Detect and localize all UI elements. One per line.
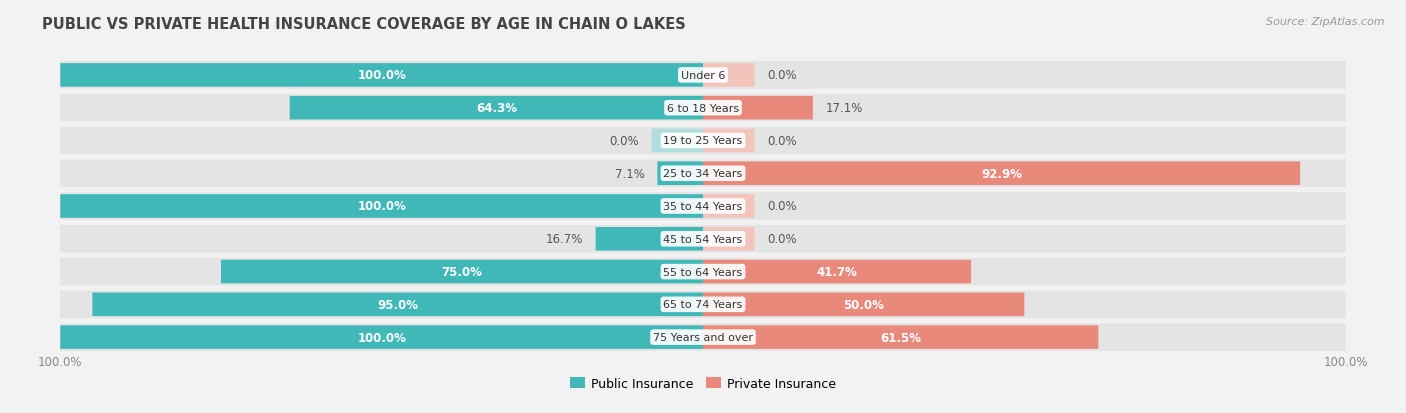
FancyBboxPatch shape [703,293,1025,316]
FancyBboxPatch shape [703,195,755,218]
Text: 75 Years and over: 75 Years and over [652,332,754,342]
Text: 95.0%: 95.0% [377,298,418,311]
Text: 45 to 54 Years: 45 to 54 Years [664,234,742,244]
Text: 100.0%: 100.0% [1323,355,1368,368]
FancyBboxPatch shape [703,162,1301,185]
Text: 92.9%: 92.9% [981,167,1022,180]
FancyBboxPatch shape [60,193,1346,220]
FancyBboxPatch shape [596,228,703,251]
FancyBboxPatch shape [60,325,703,349]
Text: 75.0%: 75.0% [441,266,482,278]
FancyBboxPatch shape [60,195,703,218]
FancyBboxPatch shape [60,323,1346,351]
FancyBboxPatch shape [60,291,1346,318]
Text: 0.0%: 0.0% [768,233,797,246]
FancyBboxPatch shape [60,64,703,88]
Text: 64.3%: 64.3% [475,102,517,115]
FancyBboxPatch shape [290,97,703,120]
FancyBboxPatch shape [60,258,1346,286]
Text: 61.5%: 61.5% [880,331,921,344]
FancyBboxPatch shape [60,127,1346,155]
Text: 17.1%: 17.1% [825,102,863,115]
FancyBboxPatch shape [93,293,703,316]
FancyBboxPatch shape [703,129,755,153]
Text: 19 to 25 Years: 19 to 25 Years [664,136,742,146]
FancyBboxPatch shape [221,260,703,284]
Text: 65 to 74 Years: 65 to 74 Years [664,299,742,310]
FancyBboxPatch shape [60,62,1346,90]
Text: 16.7%: 16.7% [546,233,583,246]
Text: 50.0%: 50.0% [844,298,884,311]
Text: 55 to 64 Years: 55 to 64 Years [664,267,742,277]
FancyBboxPatch shape [60,160,1346,188]
Legend: Public Insurance, Private Insurance: Public Insurance, Private Insurance [565,372,841,395]
Text: 100.0%: 100.0% [357,200,406,213]
Text: 100.0%: 100.0% [357,331,406,344]
Text: 41.7%: 41.7% [817,266,858,278]
FancyBboxPatch shape [658,162,703,185]
Text: Under 6: Under 6 [681,71,725,81]
Text: PUBLIC VS PRIVATE HEALTH INSURANCE COVERAGE BY AGE IN CHAIN O LAKES: PUBLIC VS PRIVATE HEALTH INSURANCE COVER… [42,17,686,31]
FancyBboxPatch shape [60,225,1346,253]
Text: 100.0%: 100.0% [357,69,406,82]
FancyBboxPatch shape [651,129,703,153]
Text: 100.0%: 100.0% [38,355,83,368]
Text: 0.0%: 0.0% [768,135,797,147]
Text: 35 to 44 Years: 35 to 44 Years [664,202,742,211]
Text: 0.0%: 0.0% [768,69,797,82]
Text: 6 to 18 Years: 6 to 18 Years [666,103,740,114]
FancyBboxPatch shape [703,325,1098,349]
FancyBboxPatch shape [703,260,972,284]
Text: 0.0%: 0.0% [768,200,797,213]
Text: 25 to 34 Years: 25 to 34 Years [664,169,742,179]
FancyBboxPatch shape [703,64,755,88]
Text: Source: ZipAtlas.com: Source: ZipAtlas.com [1267,17,1385,26]
Text: 7.1%: 7.1% [614,167,644,180]
FancyBboxPatch shape [60,95,1346,122]
Text: 0.0%: 0.0% [609,135,638,147]
FancyBboxPatch shape [703,97,813,120]
FancyBboxPatch shape [703,228,755,251]
